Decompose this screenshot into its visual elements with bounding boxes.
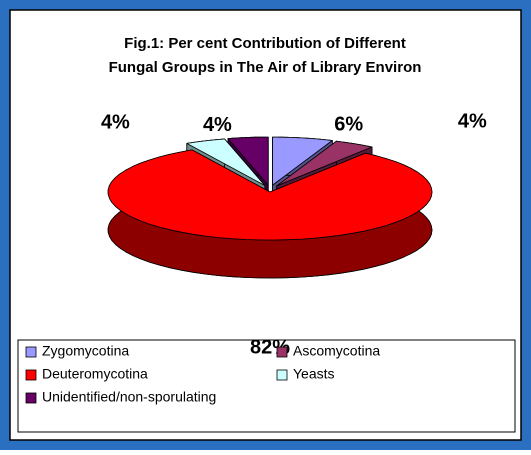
legend-label: Unidentified/non-sporulating <box>42 389 216 405</box>
legend-label: Zygomycotina <box>42 343 129 359</box>
legend-swatch <box>25 369 37 381</box>
legend-swatch <box>25 392 37 404</box>
data-label: 6% <box>334 113 363 135</box>
legend-box <box>17 339 516 433</box>
data-label: 4% <box>458 110 487 132</box>
chart-title: Fungal Groups in The Air of Library Envi… <box>109 59 422 76</box>
data-label: 4% <box>101 112 130 134</box>
slice-top <box>272 136 333 186</box>
legend-label: Yeasts <box>293 366 335 382</box>
data-label: 4% <box>203 114 232 136</box>
slice-top <box>186 138 266 186</box>
legend-label: Deuteromycotina <box>42 366 148 382</box>
legend-swatch <box>25 346 37 358</box>
chart-title: Fig.1: Per cent Contribution of Differen… <box>124 35 406 52</box>
slice-top <box>107 149 433 241</box>
legend-label: Ascomycotina <box>293 343 380 359</box>
legend-swatch <box>276 346 288 358</box>
legend-swatch <box>276 369 288 381</box>
slice-top <box>227 136 269 186</box>
slice-top <box>276 140 373 187</box>
